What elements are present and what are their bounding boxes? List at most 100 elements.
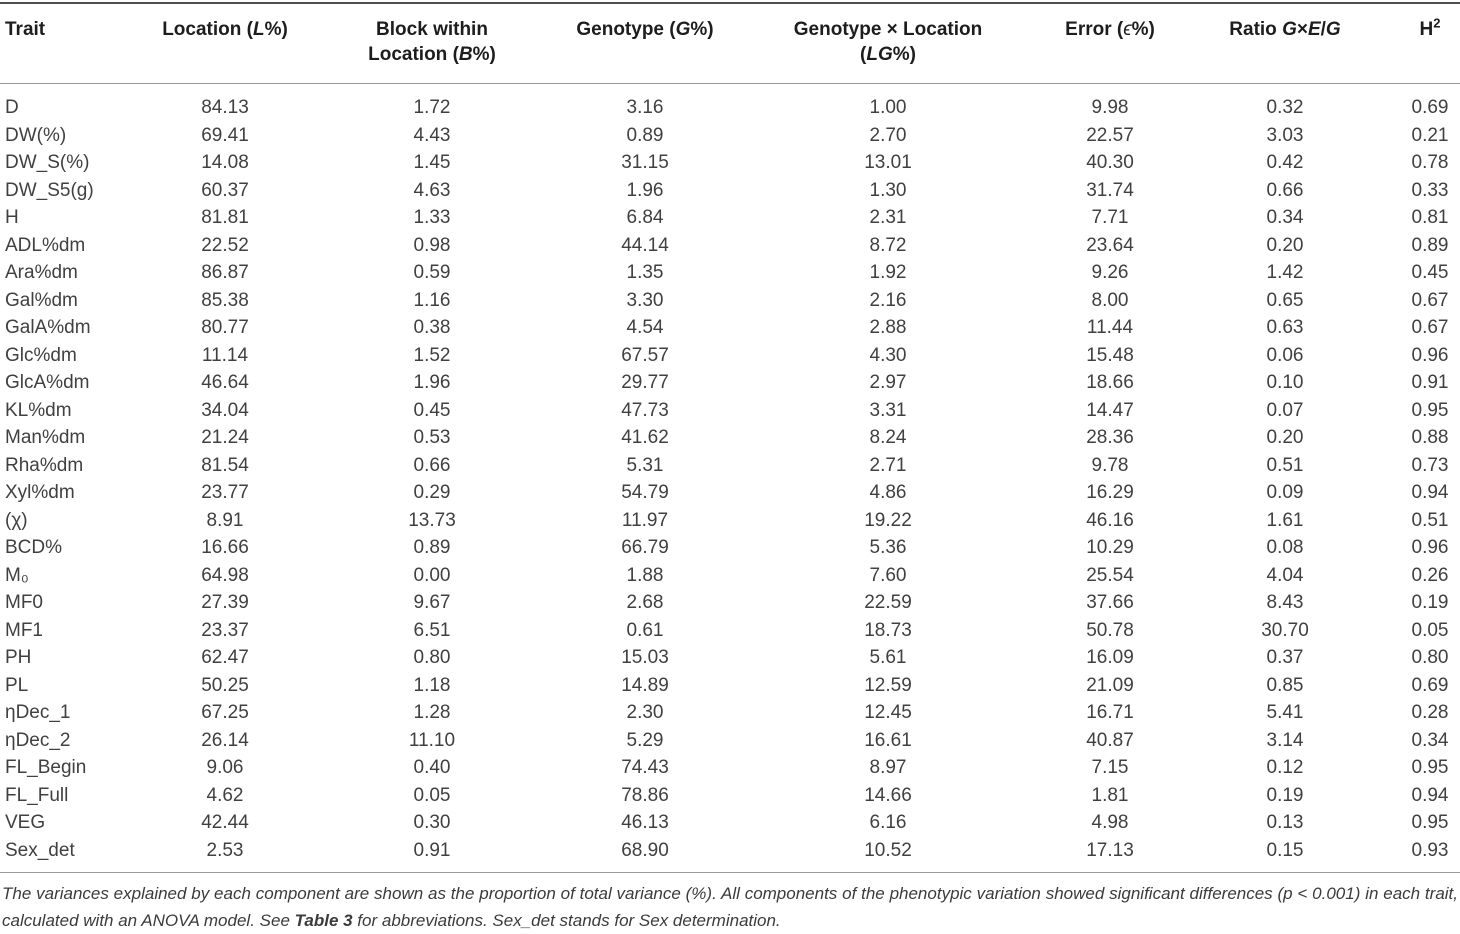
- value-cell: 5.31: [626, 454, 664, 476]
- value-cell: 34.04: [201, 399, 249, 421]
- table-row: PH 62.47 0.80 15.03 5.61 16.09 0.37 0.80: [0, 644, 1460, 672]
- value-cell: 5.41: [1266, 702, 1304, 723]
- trait-cell: FL_Begin: [5, 757, 87, 778]
- value-cell: 1.96: [413, 372, 451, 393]
- trait-cell: Man%dm: [5, 427, 86, 448]
- value-cell: 0.95: [1411, 812, 1449, 833]
- value-cell: 1.16: [413, 289, 451, 311]
- value-cell: 0.61: [626, 619, 664, 641]
- header-row: Trait Location (L%) Block within Location …: [0, 3, 1460, 84]
- value-cell: 3.16: [626, 97, 664, 118]
- value-cell: 44.14: [621, 234, 669, 256]
- value-cell: 47.73: [621, 399, 669, 421]
- value-cell: 29.77: [621, 372, 669, 393]
- table-row: FL_Begin 9.06 0.40 74.43 8.97 7.15 0.12 0.95: [0, 754, 1460, 782]
- value-cell: 28.36: [1086, 427, 1134, 448]
- value-cell: 0.89: [626, 124, 664, 146]
- value-cell: 0.06: [1266, 344, 1304, 366]
- value-cell: 0.19: [1411, 592, 1449, 613]
- value-cell: 0.20: [1266, 234, 1304, 256]
- value-cell: 81.54: [201, 454, 249, 476]
- trait-cell: DW_S5(g): [5, 179, 94, 201]
- value-cell: 22.52: [201, 234, 249, 256]
- value-cell: 3.03: [1266, 124, 1304, 146]
- value-cell: 40.30: [1086, 152, 1134, 173]
- value-cell: 1.92: [869, 262, 907, 283]
- value-cell: 19.22: [864, 509, 912, 531]
- value-cell: 0.30: [413, 812, 451, 833]
- value-cell: 4.30: [869, 344, 907, 366]
- value-cell: 1.42: [1266, 262, 1304, 283]
- value-cell: 4.63: [413, 179, 451, 201]
- trait-cell: PL: [5, 674, 29, 696]
- value-cell: 1.81: [1091, 784, 1129, 806]
- column-header-h2: H2: [1400, 3, 1460, 84]
- value-cell: 0.53: [413, 427, 451, 448]
- value-cell: 1.00: [869, 97, 907, 118]
- value-cell: 0.66: [413, 454, 451, 476]
- value-cell: 1.28: [413, 702, 451, 723]
- value-cell: 0.88: [1411, 427, 1449, 448]
- trait-cell: D: [5, 97, 19, 118]
- value-cell: 1.33: [413, 207, 451, 228]
- value-cell: 4.04: [1266, 564, 1304, 586]
- column-header-block-within-location: Block within Location (B%): [300, 3, 564, 84]
- value-cell: 0.96: [1411, 537, 1449, 558]
- value-cell: 17.13: [1086, 839, 1134, 861]
- trait-cell: Glc%dm: [5, 344, 77, 366]
- value-cell: 14.66: [864, 784, 912, 806]
- trait-cell: DW_S(%): [5, 152, 90, 173]
- table-row: BCD% 16.66 0.89 66.79 5.36 10.29 0.08 0.96: [0, 534, 1460, 562]
- value-cell: 16.29: [1086, 482, 1134, 503]
- value-cell: 7.60: [869, 564, 907, 586]
- trait-cell: ηDec_1: [5, 702, 71, 723]
- trait-cell: Xyl%dm: [5, 482, 75, 503]
- table-row: Sex_det 2.53 0.91 68.90 10.52 17.13 0.15 0.93: [0, 837, 1460, 873]
- value-cell: 5.36: [869, 537, 907, 558]
- value-cell: 7.15: [1091, 757, 1129, 778]
- value-cell: 40.87: [1086, 729, 1134, 751]
- value-cell: 6.84: [626, 207, 664, 228]
- value-cell: 3.14: [1266, 729, 1304, 751]
- table-row: FL_Full 4.62 0.05 78.86 14.66 1.81 0.19 0.94: [0, 782, 1460, 810]
- value-cell: 0.95: [1411, 399, 1449, 421]
- value-cell: 2.31: [869, 207, 907, 228]
- value-cell: 10.52: [864, 839, 912, 861]
- value-cell: 2.70: [869, 124, 907, 146]
- value-cell: 86.87: [201, 262, 249, 283]
- value-cell: 8.72: [869, 234, 907, 256]
- trait-cell: PH: [5, 647, 32, 668]
- value-cell: 0.96: [1411, 344, 1449, 366]
- value-cell: 0.40: [413, 757, 451, 778]
- value-cell: 3.31: [869, 399, 907, 421]
- value-cell: 23.77: [201, 482, 249, 503]
- table-row: Glc%dm 11.14 1.52 67.57 4.30 15.48 0.06 0.96: [0, 342, 1460, 370]
- table-row: MF1 23.37 6.51 0.61 18.73 50.78 30.70 0.05: [0, 617, 1460, 645]
- trait-cell: GalA%dm: [5, 317, 91, 338]
- value-cell: 85.38: [201, 289, 249, 311]
- value-cell: 0.13: [1266, 812, 1304, 833]
- value-cell: 0.19: [1266, 784, 1304, 806]
- value-cell: 0.67: [1411, 289, 1449, 311]
- value-cell: 0.63: [1266, 317, 1304, 338]
- value-cell: 4.62: [206, 784, 244, 806]
- value-cell: 0.00: [413, 564, 451, 586]
- value-cell: 0.45: [1411, 262, 1449, 283]
- table-row: ηDec_1 67.25 1.28 2.30 12.45 16.71 5.41 0.28: [0, 699, 1460, 727]
- table-row: Gal%dm 85.38 1.16 3.30 2.16 8.00 0.65 0.67: [0, 287, 1460, 315]
- value-cell: 16.61: [864, 729, 912, 751]
- table-row: MF0 27.39 9.67 2.68 22.59 37.66 8.43 0.19: [0, 589, 1460, 617]
- value-cell: 0.08: [1266, 537, 1304, 558]
- value-cell: 9.26: [1091, 262, 1129, 283]
- value-cell: 78.86: [621, 784, 669, 806]
- value-cell: 4.43: [413, 124, 451, 146]
- value-cell: 42.44: [201, 812, 249, 833]
- value-cell: 0.07: [1266, 399, 1304, 421]
- value-cell: 5.29: [626, 729, 664, 751]
- value-cell: 84.13: [201, 97, 249, 118]
- trait-cell: VEG: [5, 812, 46, 833]
- value-cell: 0.65: [1266, 289, 1304, 311]
- value-cell: 11.10: [408, 729, 456, 751]
- trait-cell: FL_Full: [5, 784, 69, 806]
